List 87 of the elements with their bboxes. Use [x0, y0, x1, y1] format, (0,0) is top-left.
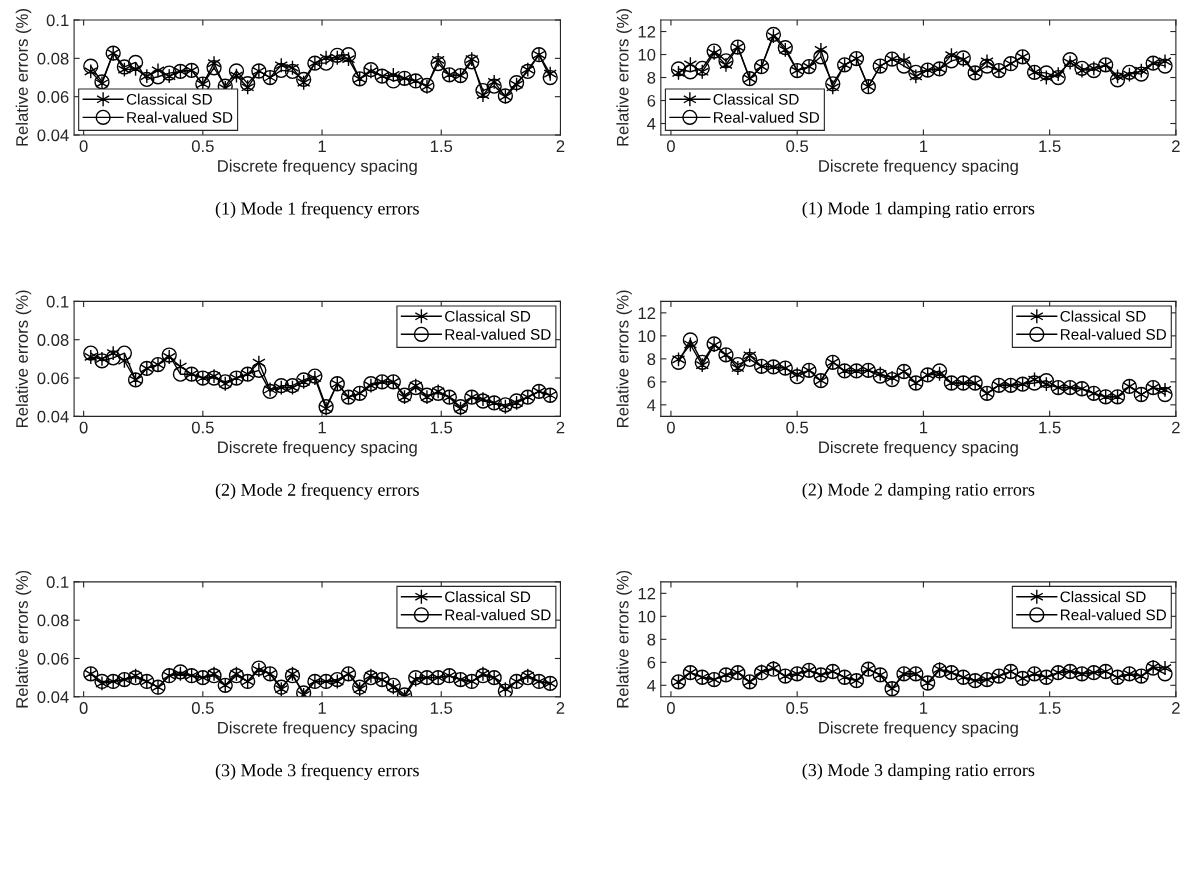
legend-label: Real-valued SD: [714, 111, 820, 123]
x-tick-label: 0: [666, 140, 675, 153]
y-tick-label: 6: [647, 656, 656, 669]
x-tick-label: 0: [666, 702, 675, 714]
y-tick-label: 10: [638, 48, 656, 61]
text: (1) Mode 1 frequency errors: [215, 201, 419, 219]
x-tick-label: 2: [556, 421, 565, 434]
x-tick-label: 1.5: [1039, 702, 1061, 714]
x-tick-label: 1: [318, 421, 326, 434]
y-tick-label: 6: [647, 376, 656, 389]
x-tick-label: 0.5: [191, 702, 214, 714]
y-tick-label: 0.1: [46, 14, 69, 27]
legend-label: Real-valued SD: [1060, 609, 1166, 621]
legend-label: Classical SD: [713, 93, 799, 105]
text: (3) Mode 3 damping ratio errors: [802, 763, 1035, 780]
y-tick-label: 8: [647, 71, 656, 84]
legend-label: Real-valued SD: [1060, 328, 1166, 340]
x-tick-label: 1: [920, 702, 928, 714]
legend-label: Classical SD: [126, 93, 212, 105]
text: (2) Mode 2 damping ratio errors: [802, 483, 1035, 500]
x-tick-label: 0.5: [191, 421, 214, 434]
legend-label: Real-valued SD: [445, 609, 551, 621]
legend-label: Classical SD: [1060, 310, 1146, 322]
y-axis-title: Relative errors (%): [15, 570, 32, 708]
x-tick-label: 2: [556, 140, 565, 152]
y-axis-title: Relative errors (%): [15, 290, 32, 427]
y-tick-label: 0.1: [46, 576, 69, 589]
x-axis-title: Discrete frequency spacing: [819, 721, 1018, 737]
legend-label: Real-valued SD: [445, 328, 551, 340]
text: (3) Mode 3 frequency errors: [215, 763, 419, 781]
y-axis-title: Relative errors (%): [15, 9, 32, 146]
text: (2) Mode 2 frequency errors: [215, 483, 419, 500]
y-tick-label: 0.08: [37, 614, 69, 627]
legend-label: Classical SD: [1060, 590, 1146, 603]
y-tick-label: 8: [647, 353, 656, 366]
x-tick-label: 0: [79, 421, 88, 434]
x-tick-label: 2: [1172, 140, 1180, 152]
legend-label: Classical SD: [445, 310, 531, 322]
x-tick-label: 2: [1172, 421, 1180, 434]
x-tick-label: 1.5: [430, 702, 453, 714]
x-axis-title: Discrete frequency spacing: [218, 440, 417, 457]
y-tick-label: 12: [638, 587, 656, 600]
y-tick-label: 10: [638, 610, 656, 623]
x-tick-label: 2: [556, 702, 565, 714]
text: (1) Mode 1 damping ratio errors: [802, 201, 1035, 219]
y-tick-label: 10: [638, 330, 656, 343]
x-tick-label: 2: [1172, 702, 1180, 714]
y-tick-label: 12: [638, 307, 656, 319]
x-tick-label: 1: [920, 421, 928, 434]
x-tick-label: 0: [79, 140, 88, 153]
x-tick-label: 0.5: [786, 702, 809, 714]
x-axis-title: Discrete frequency spacing: [218, 721, 417, 737]
y-axis-title: Relative errors (%): [616, 570, 632, 708]
x-tick-label: 0.5: [191, 140, 214, 153]
y-tick-label: 0.08: [37, 52, 69, 65]
x-tick-label: 0.5: [786, 140, 809, 153]
x-tick-label: 1: [318, 702, 326, 714]
y-tick-label: 0.04: [37, 691, 69, 703]
y-tick-label: 0.04: [37, 410, 69, 423]
y-tick-label: 4: [647, 679, 656, 692]
y-tick-label: 6: [647, 94, 656, 107]
y-tick-label: 0.06: [37, 652, 69, 665]
legend-label: Classical SD: [445, 590, 531, 603]
y-tick-label: 12: [638, 25, 656, 38]
x-axis-title: Discrete frequency spacing: [218, 159, 417, 176]
x-tick-label: 1: [318, 140, 326, 152]
y-tick-label: 4: [647, 399, 656, 411]
y-axis-title: Relative errors (%): [616, 290, 632, 427]
x-tick-label: 1.5: [1039, 421, 1061, 434]
y-tick-label: 4: [647, 118, 656, 130]
x-axis-title: Discrete frequency spacing: [819, 159, 1018, 176]
x-tick-label: 0.5: [786, 421, 809, 434]
y-tick-label: 0.04: [37, 129, 69, 142]
x-tick-label: 0: [79, 702, 88, 714]
y-tick-label: 0.06: [37, 91, 69, 103]
x-axis-title: Discrete frequency spacing: [819, 440, 1018, 457]
x-tick-label: 0: [666, 421, 675, 434]
y-tick-label: 0.1: [46, 295, 69, 308]
y-tick-label: 0.08: [37, 334, 69, 346]
y-axis-title: Relative errors (%): [616, 9, 632, 146]
x-tick-label: 1.5: [430, 140, 453, 153]
legend-label: Real-valued SD: [127, 111, 233, 123]
y-tick-label: 0.06: [37, 372, 69, 385]
x-tick-label: 1.5: [1039, 140, 1061, 153]
x-tick-label: 1.5: [430, 421, 453, 434]
y-tick-label: 8: [647, 633, 656, 646]
x-tick-label: 1: [920, 140, 928, 152]
